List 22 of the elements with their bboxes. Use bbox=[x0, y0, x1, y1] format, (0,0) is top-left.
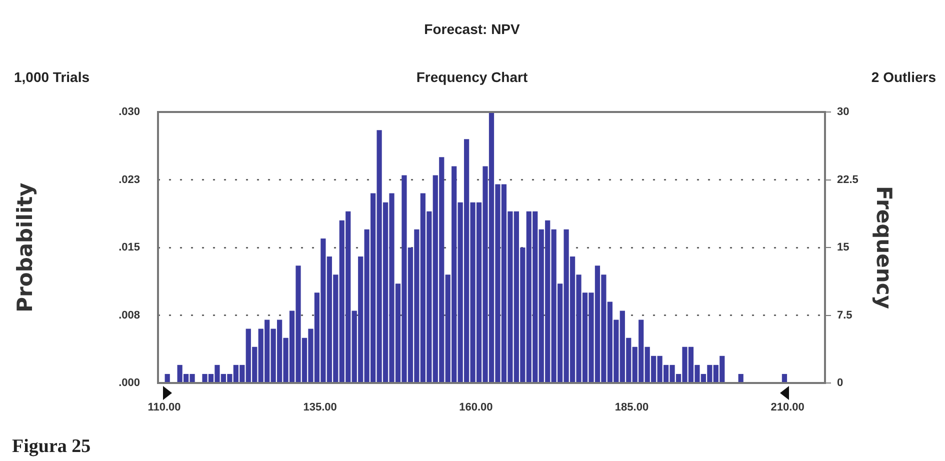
y2-tick-label: 30 bbox=[837, 106, 850, 118]
x-tick-label: 160.00 bbox=[459, 402, 493, 414]
y2-tick-label: 7.5 bbox=[837, 309, 852, 322]
y2-tick-label: 15 bbox=[837, 242, 850, 254]
y2-tick-label: 22.5 bbox=[837, 174, 858, 186]
y-tick-label: .000 bbox=[118, 377, 140, 390]
y-tick-label: .030 bbox=[118, 106, 140, 118]
y-tick-label: .023 bbox=[118, 174, 140, 186]
x-tick-label: 135.00 bbox=[303, 402, 337, 414]
y-axis-title: Probability bbox=[13, 182, 38, 312]
y-tick-label: .015 bbox=[118, 242, 140, 254]
text: Figura 25 bbox=[12, 436, 91, 457]
x-tick-label: 185.00 bbox=[614, 402, 649, 414]
text: 1,000 Trials bbox=[14, 68, 90, 85]
y2-axis-title: Frequency bbox=[872, 186, 896, 310]
chart-subtitle: Frequency Chart bbox=[416, 68, 528, 85]
x-tick-label: 210.00 bbox=[770, 402, 804, 414]
y2-tick-label: 0 bbox=[837, 377, 844, 390]
text: 2 Outliers bbox=[871, 68, 936, 85]
y-tick-label: .008 bbox=[118, 309, 140, 322]
chart-title: Forecast: NPV bbox=[424, 20, 521, 37]
x-tick-label: 110.00 bbox=[148, 402, 181, 414]
